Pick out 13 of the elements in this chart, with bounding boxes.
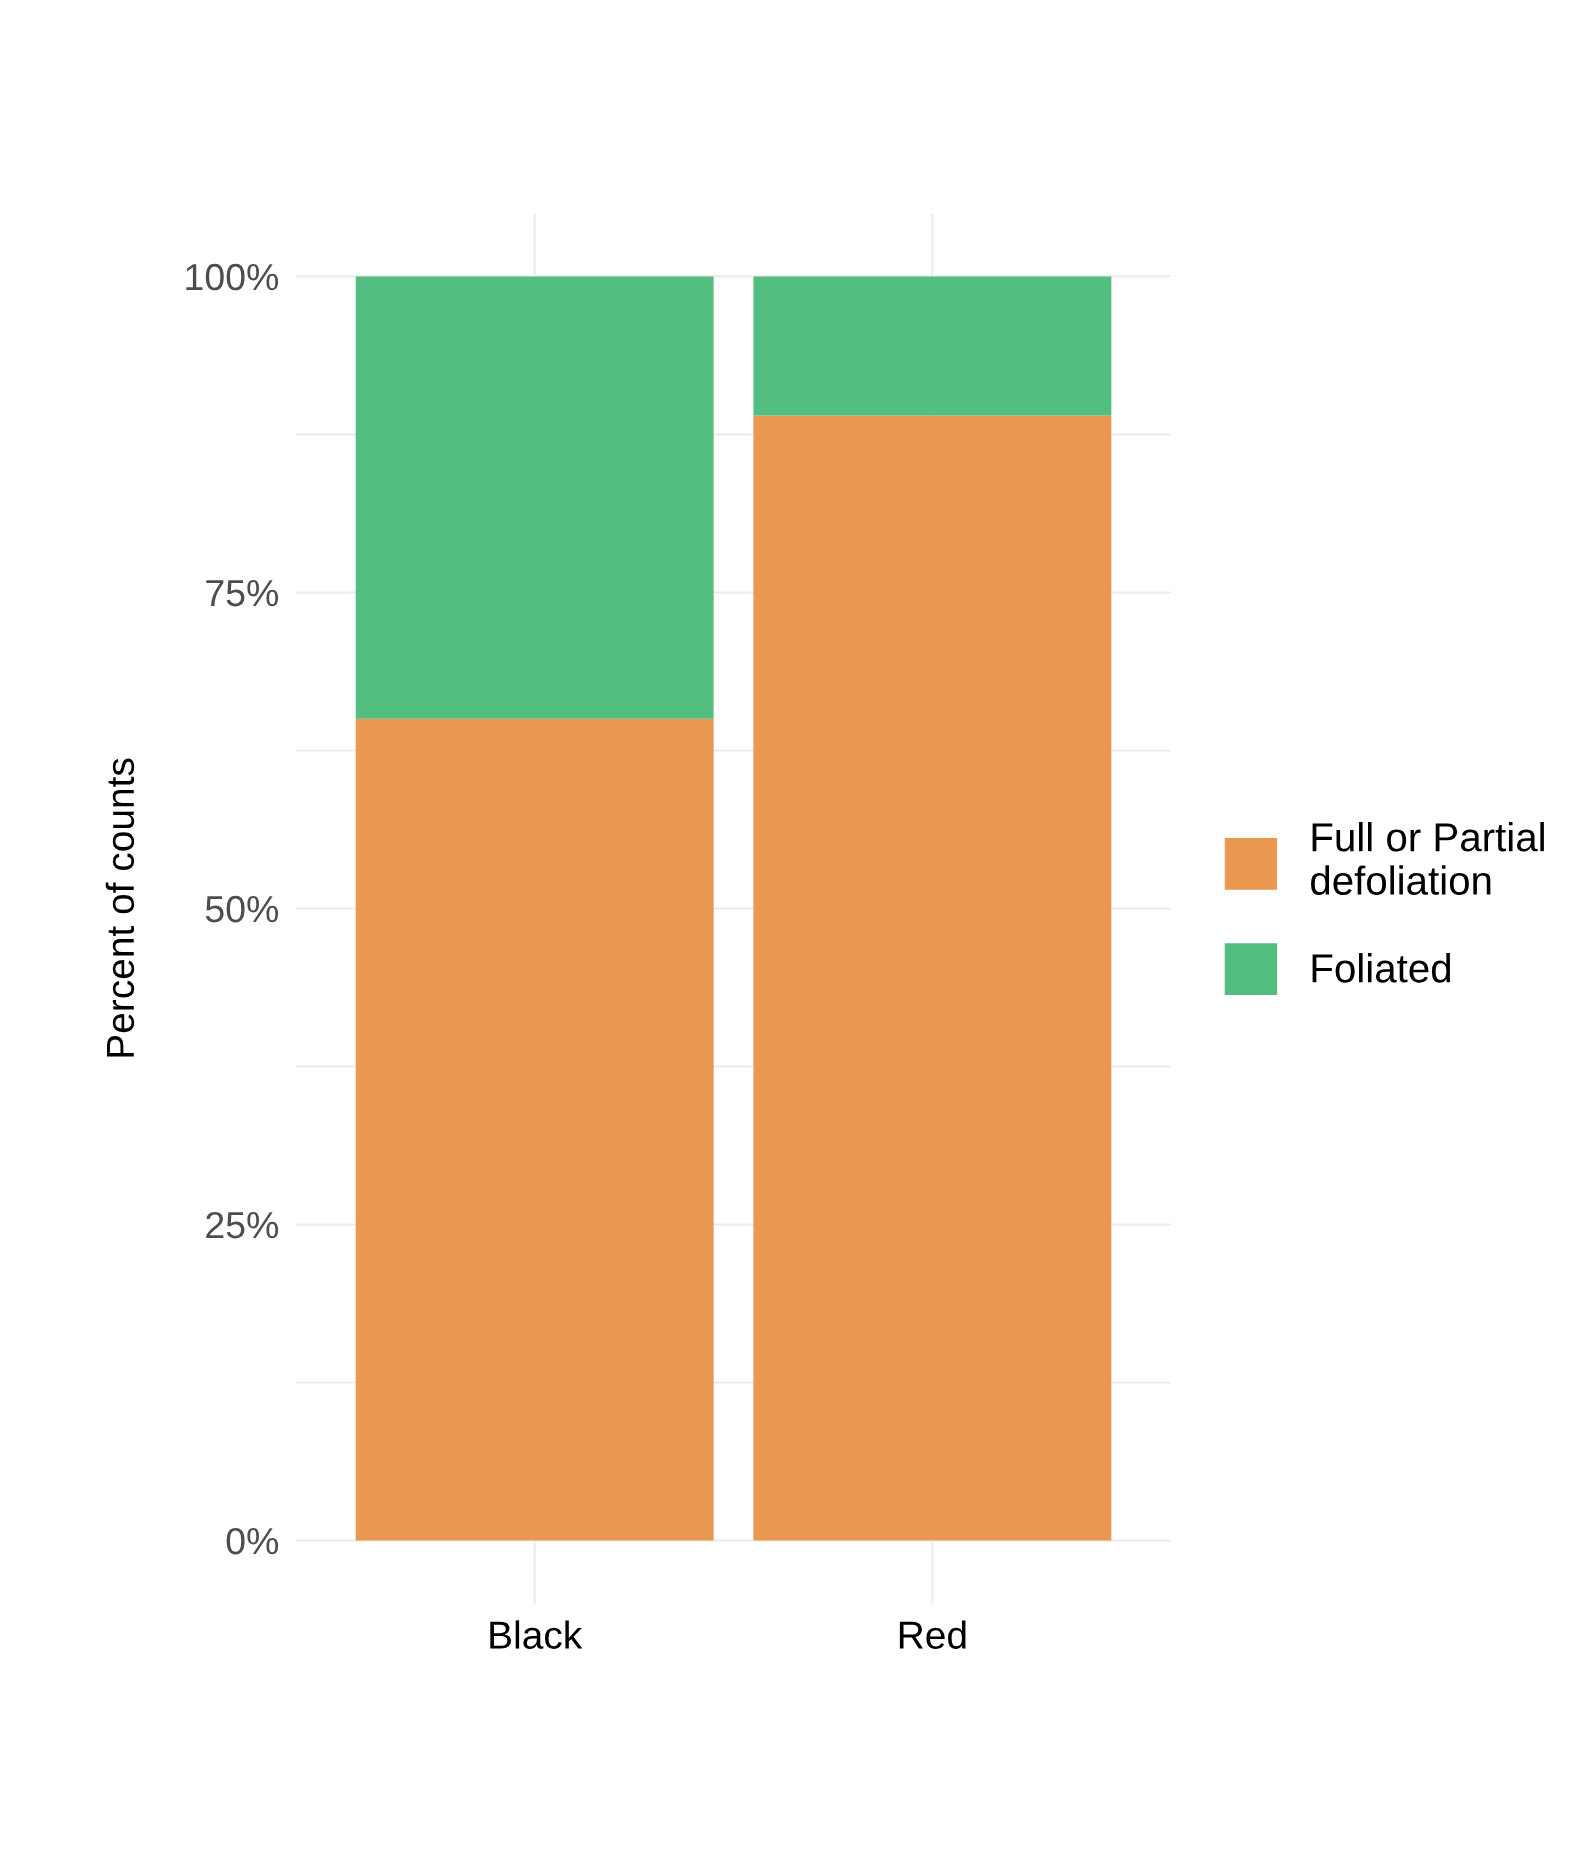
x-tick-label: Red	[899, 1620, 966, 1649]
y-tick-label: 75%	[206, 580, 279, 607]
y-axis-title: Percent of counts	[105, 758, 135, 1057]
bar	[355, 718, 714, 1541]
x-tick-label: Black	[490, 1620, 583, 1649]
legend-label: Foliated	[1312, 953, 1451, 983]
bar	[753, 276, 1112, 416]
legend-label: Full or Partial defoliation	[1311, 821, 1544, 895]
y-tick-label: 25%	[206, 1211, 279, 1239]
bar	[355, 276, 714, 719]
y-tick-label: 50%	[205, 895, 279, 923]
y-tick-label: 0%	[226, 1527, 279, 1555]
y-tick-label: 100%	[186, 263, 279, 291]
